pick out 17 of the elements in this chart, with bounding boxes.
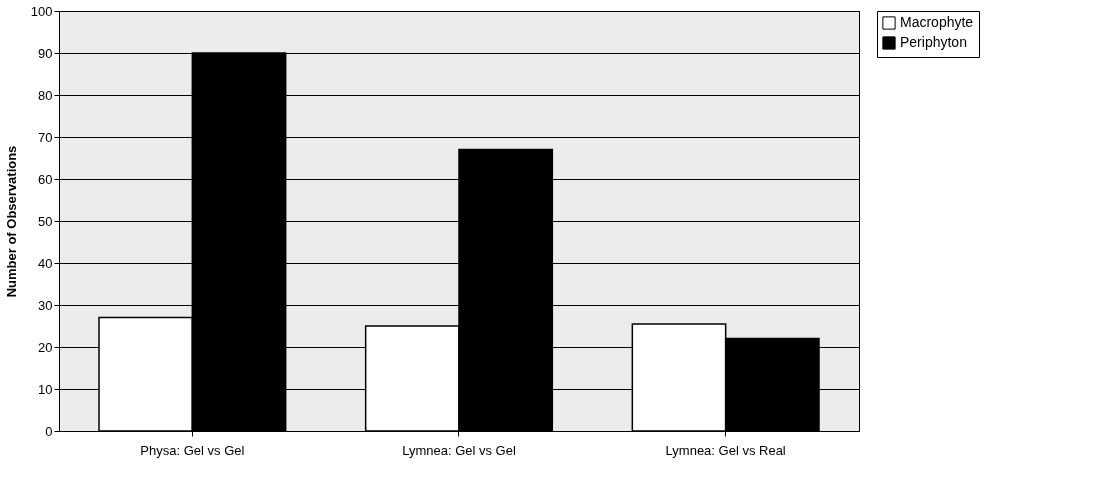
legend-label: Periphyton xyxy=(900,34,967,50)
y-tick-label: 90 xyxy=(38,45,53,61)
x-tick-label: Physa: Gel vs Gel xyxy=(140,442,245,458)
y-tick-label: 80 xyxy=(38,87,53,103)
y-tick-label: 0 xyxy=(45,423,53,439)
legend-label: Macrophyte xyxy=(900,14,974,30)
y-tick-label: 20 xyxy=(38,339,53,355)
x-tick-label: Lymnea: Gel vs Real xyxy=(665,442,786,458)
y-tick-label: 60 xyxy=(38,171,53,187)
y-tick-label: 10 xyxy=(38,381,53,397)
y-tick-label: 70 xyxy=(38,129,53,145)
y-tick-label: 40 xyxy=(38,255,53,271)
y-tick-label: 30 xyxy=(38,297,53,313)
x-tick-label: Lymnea: Gel vs Gel xyxy=(402,442,516,458)
y-tick-label: 50 xyxy=(38,213,53,229)
y-axis-title: Number of Observations xyxy=(3,145,19,298)
y-tick-label: 100 xyxy=(30,3,53,19)
